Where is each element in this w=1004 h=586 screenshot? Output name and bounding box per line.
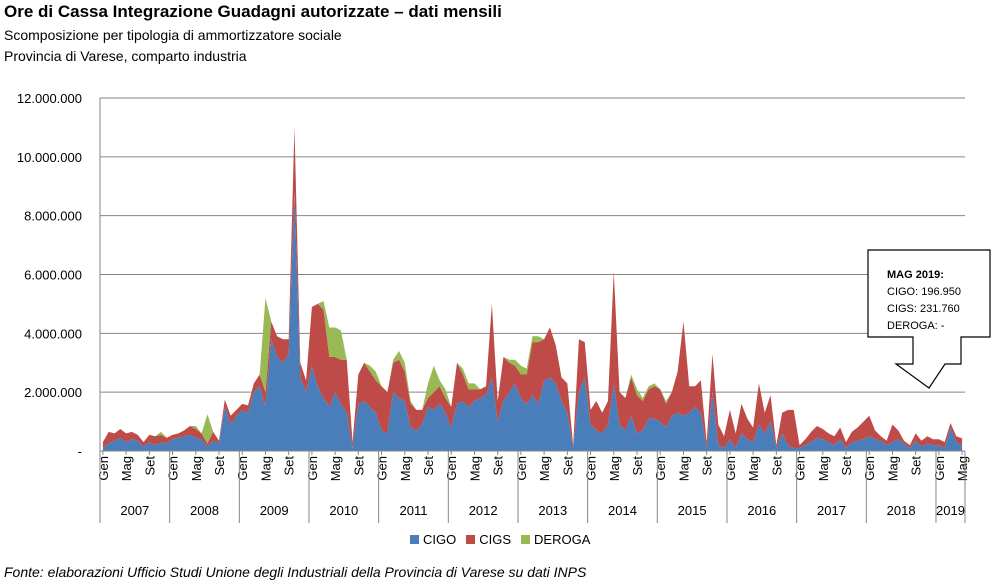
- x-tick-label: Gen: [235, 456, 250, 481]
- year-label: 2015: [678, 503, 707, 518]
- x-tick-label: Gen: [375, 456, 390, 481]
- x-tick-label: Mag: [537, 456, 552, 481]
- callout-deroga: DEROGA: -: [887, 320, 945, 332]
- year-label: 2011: [400, 503, 428, 518]
- x-tick-label: Set: [839, 456, 854, 476]
- legend-item-cigs: CIGS: [466, 532, 511, 547]
- x-tick-label: Mag: [955, 456, 970, 481]
- y-tick-label: 8.000.000: [24, 209, 82, 224]
- x-tick-label: Set: [282, 456, 297, 476]
- y-tick-label: 12.000.000: [17, 91, 82, 106]
- y-tick-label: 2.000.000: [24, 385, 82, 400]
- year-label: 2014: [608, 503, 637, 518]
- y-tick-label: -: [78, 444, 82, 459]
- legend-swatch-deroga: [521, 535, 531, 544]
- x-tick-label: Set: [630, 456, 645, 476]
- x-tick-label: Gen: [653, 456, 668, 481]
- x-tick-label: Mag: [746, 456, 761, 481]
- x-tick-label: Set: [560, 456, 575, 476]
- year-label: 2009: [260, 503, 289, 518]
- y-tick-label: 6.000.000: [24, 268, 82, 283]
- x-tick-label: Set: [351, 456, 366, 476]
- series-area-cigs: [102, 127, 963, 449]
- x-tick-label: Set: [769, 456, 784, 476]
- x-tick-label: Gen: [305, 456, 320, 481]
- callout-header: MAG 2019:: [887, 269, 944, 281]
- year-label: 2012: [469, 503, 498, 518]
- legend-item-cigo: CIGO: [410, 532, 456, 547]
- x-tick-label: Gen: [514, 456, 529, 481]
- x-tick-label: Mag: [467, 456, 482, 481]
- year-label: 2007: [120, 503, 149, 518]
- x-tick-label: Gen: [444, 456, 459, 481]
- year-label: 2013: [538, 503, 567, 518]
- legend-label-cigo: CIGO: [423, 532, 457, 547]
- x-tick-label: Gen: [584, 456, 599, 481]
- legend-label-deroga: DEROGA: [534, 532, 591, 547]
- year-label: 2018: [887, 503, 916, 518]
- x-tick-label: Mag: [398, 456, 413, 481]
- year-label: 2017: [817, 503, 846, 518]
- x-tick-label: Set: [421, 456, 436, 476]
- year-label: 2010: [329, 503, 358, 518]
- callout-shape: [867, 249, 991, 389]
- year-label: 2019: [936, 503, 965, 518]
- x-tick-label: Mag: [119, 456, 134, 481]
- x-tick-label: Gen: [862, 456, 877, 481]
- x-tick-label: Set: [142, 456, 157, 476]
- y-tick-label: 10.000.000: [17, 150, 82, 165]
- chart-subtitle-region: Provincia di Varese, comparto industria: [4, 48, 247, 64]
- x-tick-label: Mag: [607, 456, 622, 481]
- chart-title: Ore di Cassa Integrazione Guadagni autor…: [4, 2, 502, 21]
- x-tick-label: Set: [212, 456, 227, 476]
- callout-cigs: CIGS: 231.760: [887, 303, 960, 315]
- x-tick-label: Mag: [258, 456, 273, 481]
- x-tick-label: Gen: [793, 456, 808, 481]
- chart-legend: CIGO CIGS DEROGA: [410, 532, 590, 547]
- x-tick-label: Gen: [723, 456, 738, 481]
- legend-item-deroga: DEROGA: [521, 532, 590, 547]
- x-tick-label: Mag: [189, 456, 204, 481]
- x-tick-label: Mag: [816, 456, 831, 481]
- chart-subtitle: Scomposizione per tipologia di ammortizz…: [4, 27, 342, 43]
- legend-swatch-cigs: [466, 535, 476, 544]
- legend-swatch-cigo: [410, 535, 419, 544]
- year-label: 2016: [747, 503, 776, 518]
- legend-label-cigs: CIGS: [479, 532, 512, 547]
- x-tick-label: Gen: [96, 456, 111, 481]
- year-label: 2008: [190, 503, 219, 518]
- x-tick-label: Gen: [932, 456, 947, 481]
- source-note: Fonte: elaborazioni Ufficio Studi Unione…: [4, 564, 587, 580]
- x-tick-label: Set: [700, 456, 715, 476]
- x-tick-label: Set: [909, 456, 924, 476]
- x-tick-label: Mag: [885, 456, 900, 481]
- x-tick-label: Mag: [328, 456, 343, 481]
- series-area-cigo: [102, 192, 963, 451]
- x-tick-label: Set: [491, 456, 506, 476]
- x-tick-label: Mag: [676, 456, 691, 481]
- x-tick-label: Gen: [166, 456, 181, 481]
- y-tick-label: 4.000.000: [24, 326, 82, 341]
- callout-box: MAG 2019: CIGO: 196.950 CIGS: 231.760 DE…: [887, 267, 961, 335]
- callout-cigo: CIGO: 196.950: [887, 286, 961, 298]
